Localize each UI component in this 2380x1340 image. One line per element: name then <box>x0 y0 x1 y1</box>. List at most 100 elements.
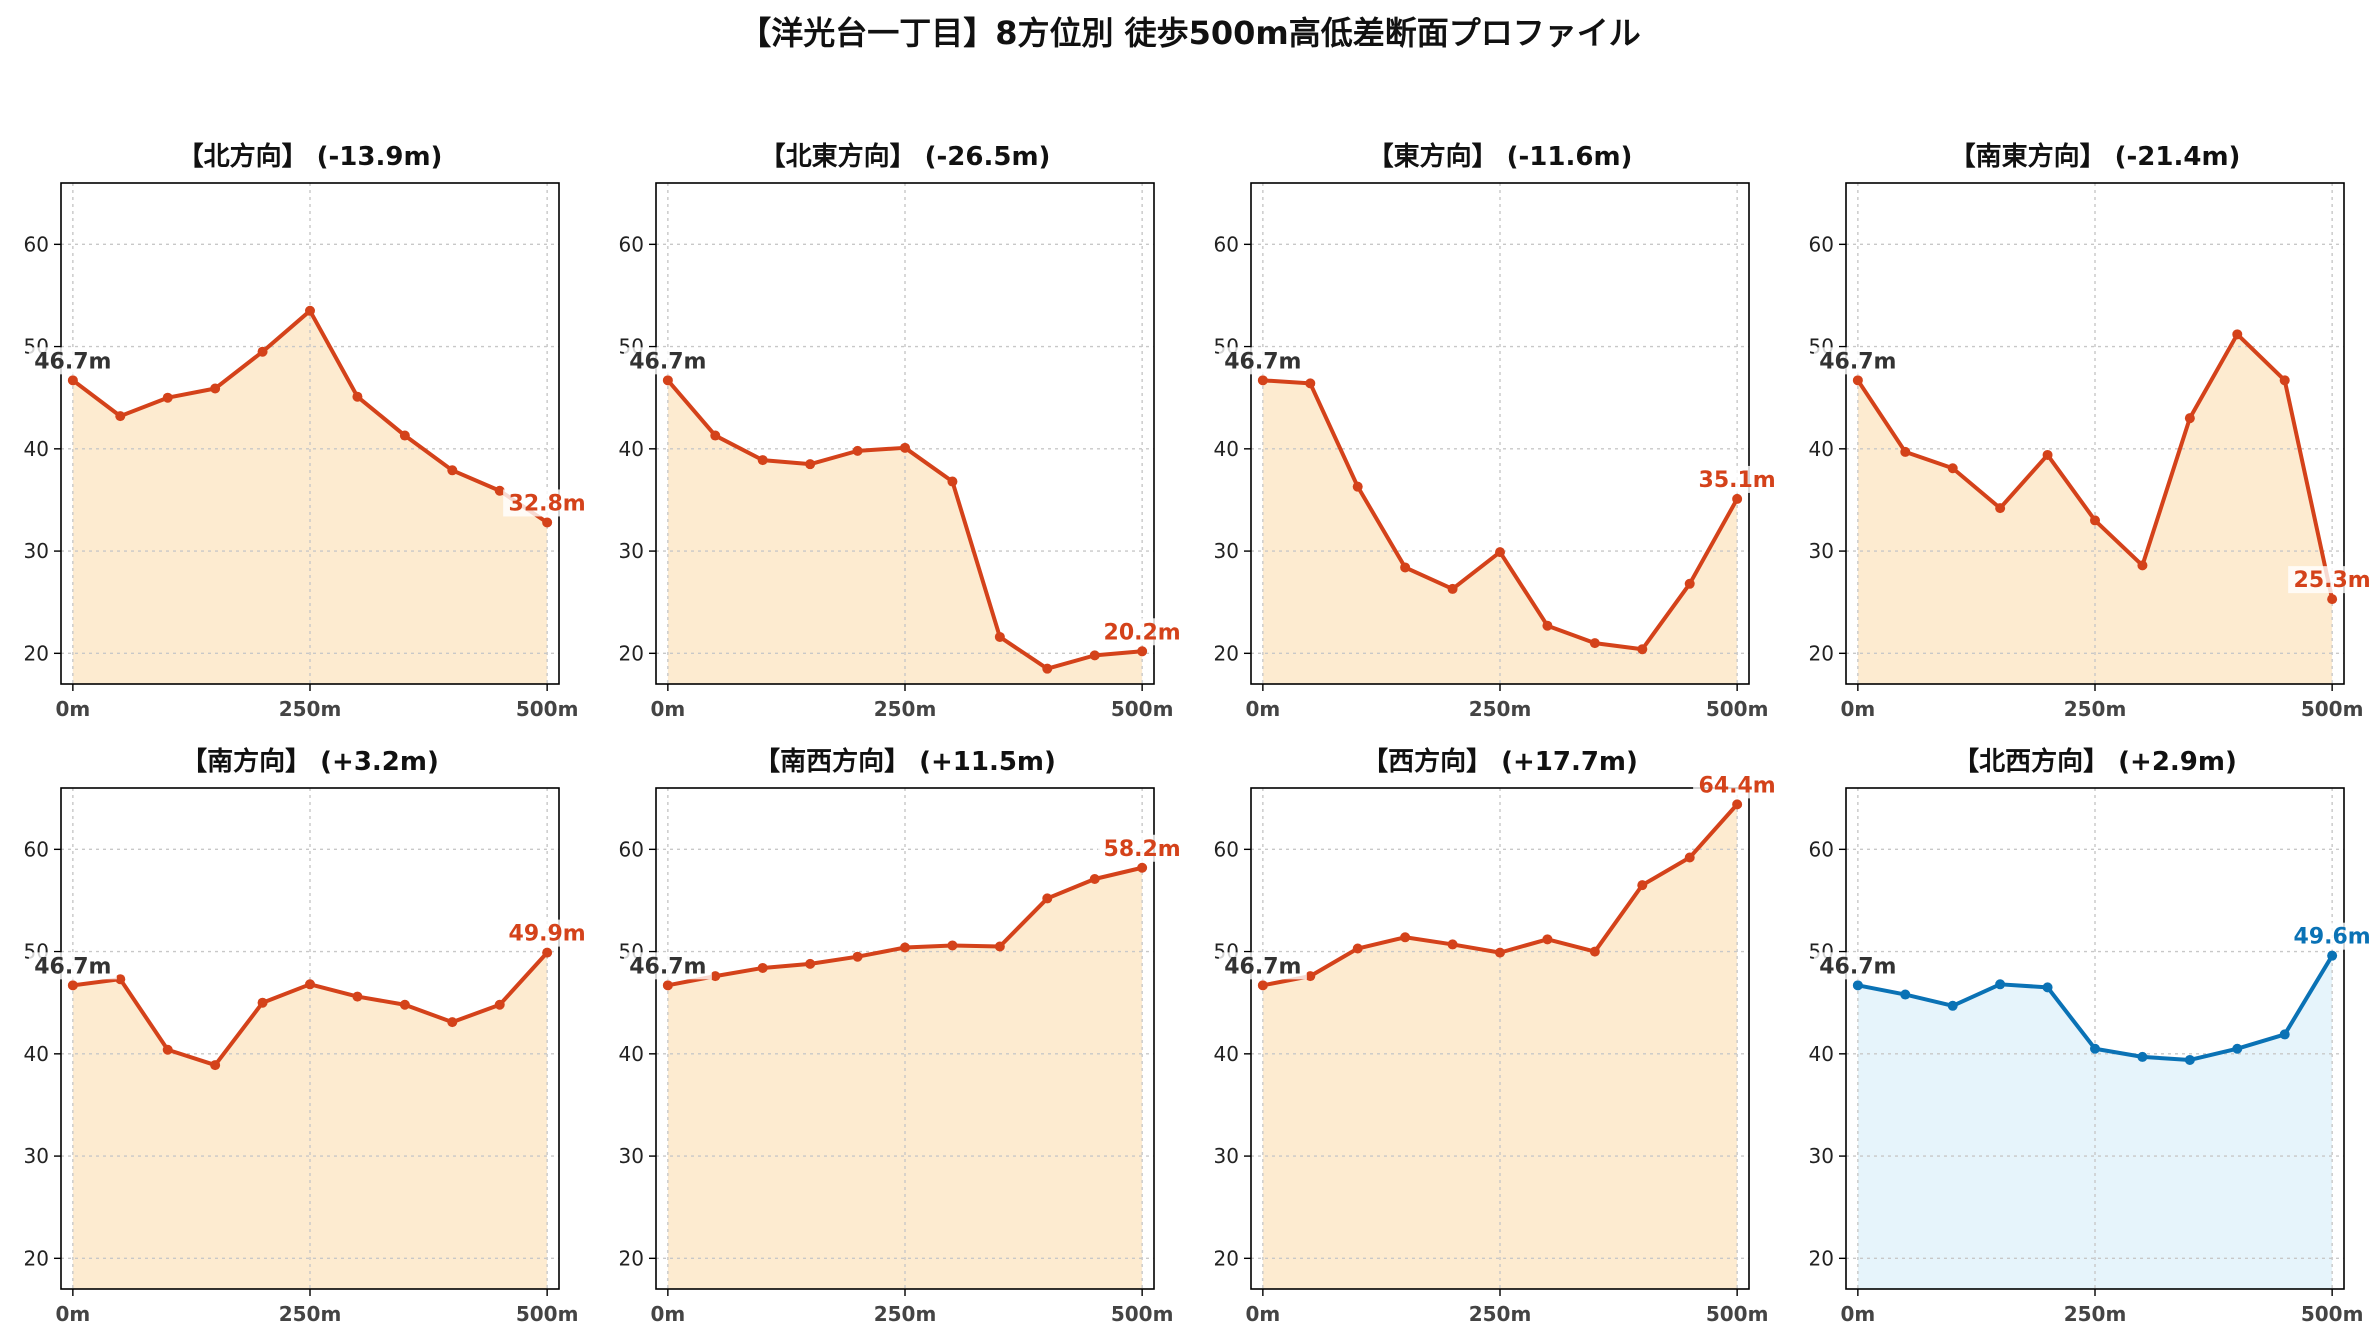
y-tick-label: 30 <box>24 539 49 563</box>
data-point <box>352 391 363 402</box>
x-tick-label: 0m <box>1245 697 1280 721</box>
data-point <box>1852 980 1863 991</box>
y-tick-label: 60 <box>1809 837 1834 861</box>
end-value-label: 20.2m <box>1104 620 1181 645</box>
x-tick-label: 0m <box>1245 1302 1280 1326</box>
data-point <box>852 445 863 456</box>
x-tick-label: 250m <box>2064 1302 2127 1326</box>
data-point <box>1852 375 1863 386</box>
data-point <box>900 942 910 953</box>
area-fill <box>667 380 1143 684</box>
x-tick-label: 500m <box>1706 697 1769 721</box>
data-point <box>1400 562 1411 573</box>
y-tick-label: 40 <box>24 437 49 461</box>
y-tick-label: 20 <box>24 1246 49 1270</box>
panel-title: 【南東方向】 (-21.4m) <box>1950 141 2241 172</box>
y-tick-label: 20 <box>1809 641 1834 665</box>
panel-title: 【西方向】 (+17.7m) <box>1362 746 1638 777</box>
start-label-bg <box>1218 952 1307 980</box>
end-value-label: 49.9m <box>509 922 586 947</box>
x-tick-label: 500m <box>516 1302 579 1326</box>
x-tick-label: 250m <box>874 1302 937 1326</box>
data-point <box>2090 1043 2100 1054</box>
x-tick-label: 0m <box>55 697 90 721</box>
area-fill <box>1262 804 1738 1289</box>
start-value-label: 46.7m <box>34 349 111 374</box>
panel-title: 【東方向】 (-11.6m) <box>1368 141 1633 172</box>
data-point <box>1900 446 1911 457</box>
data-point <box>542 517 553 528</box>
data-point <box>210 1060 221 1071</box>
y-tick-label: 40 <box>1809 437 1834 461</box>
data-point <box>447 1017 458 1028</box>
data-point <box>1089 873 1100 884</box>
data-point <box>662 375 673 386</box>
y-tick-label: 20 <box>619 641 644 665</box>
end-label-bg <box>2288 922 2377 950</box>
data-point <box>1637 644 1648 655</box>
end-label-bg <box>1693 771 1782 799</box>
data-point <box>1589 638 1600 649</box>
data-point <box>852 951 863 962</box>
data-point <box>162 392 173 403</box>
data-point <box>1400 932 1411 943</box>
data-point <box>1684 578 1695 589</box>
y-tick-label: 30 <box>619 539 644 563</box>
area-fill <box>1857 334 2333 684</box>
start-label-bg <box>1813 347 1902 375</box>
x-tick-label: 0m <box>1840 1302 1875 1326</box>
data-point <box>257 346 268 357</box>
data-point <box>1542 934 1553 945</box>
x-tick-label: 500m <box>1111 1302 1174 1326</box>
y-tick-label: 60 <box>1214 837 1239 861</box>
data-point <box>1305 971 1316 982</box>
data-point <box>662 980 673 991</box>
panel-title: 【北西方向】 (+2.9m) <box>1953 746 2237 777</box>
data-point <box>115 411 126 422</box>
data-point <box>1257 375 1268 386</box>
end-value-label: 58.2m <box>1104 837 1181 862</box>
x-tick-label: 250m <box>279 1302 342 1326</box>
y-tick-label: 20 <box>24 641 49 665</box>
start-value-label: 46.7m <box>34 954 111 979</box>
data-point <box>1352 481 1363 492</box>
data-point <box>2042 449 2053 460</box>
end-value-label: 64.4m <box>1699 773 1776 798</box>
data-point <box>947 940 958 951</box>
area-fill <box>667 867 1143 1289</box>
end-value-label: 35.1m <box>1699 468 1776 493</box>
data-point <box>2137 1051 2148 1062</box>
start-value-label: 46.7m <box>1819 349 1896 374</box>
data-point <box>1900 989 1911 1000</box>
start-value-label: 46.7m <box>1819 954 1896 979</box>
data-point <box>2090 515 2100 526</box>
data-point <box>2232 1043 2243 1054</box>
data-point <box>1995 503 2006 514</box>
data-point <box>900 442 910 453</box>
y-tick-label: 20 <box>1214 641 1239 665</box>
y-tick-label: 40 <box>619 1042 644 1066</box>
data-point <box>1589 946 1600 957</box>
end-label-bg <box>503 919 592 947</box>
data-point <box>1447 939 1458 950</box>
data-point <box>994 941 1005 952</box>
data-point <box>67 375 78 386</box>
panel-title: 【北東方向】 (-26.5m) <box>760 141 1051 172</box>
data-point <box>399 430 410 441</box>
data-point <box>1995 979 2006 990</box>
x-tick-label: 250m <box>1469 697 1532 721</box>
data-point <box>1137 646 1148 657</box>
y-tick-label: 60 <box>24 837 49 861</box>
data-point <box>1447 583 1458 594</box>
end-label-bg <box>1098 834 1187 862</box>
data-point <box>2184 413 2195 424</box>
x-tick-label: 0m <box>650 1302 685 1326</box>
data-point <box>710 430 721 441</box>
y-tick-label: 20 <box>1809 1246 1834 1270</box>
y-tick-label: 30 <box>1214 1144 1239 1168</box>
data-point <box>805 459 816 470</box>
